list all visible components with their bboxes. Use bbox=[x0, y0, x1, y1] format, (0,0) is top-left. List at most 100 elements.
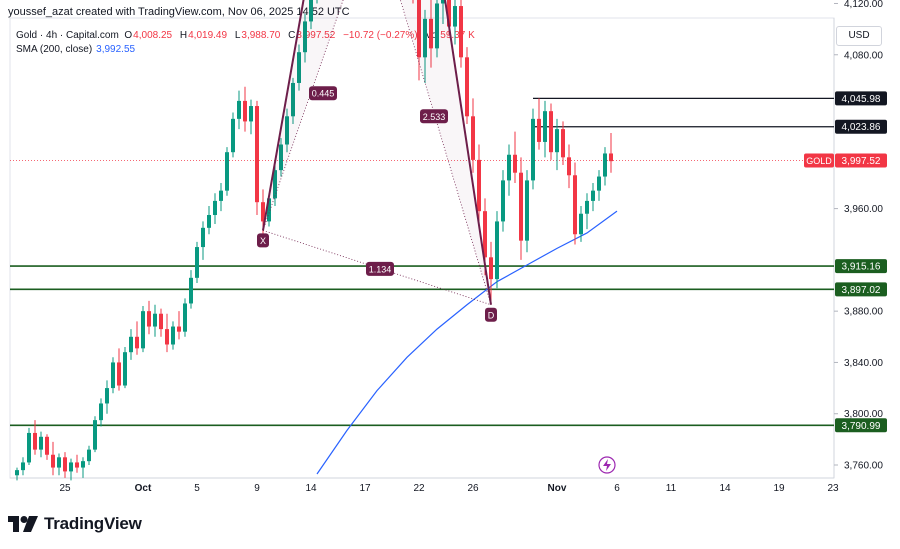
candle[interactable] bbox=[123, 347, 127, 389]
candle[interactable] bbox=[195, 241, 199, 283]
pattern-ratio-label: 2.533 bbox=[423, 112, 446, 122]
candle[interactable] bbox=[465, 47, 469, 124]
candle[interactable] bbox=[417, 0, 421, 81]
candle[interactable] bbox=[429, 0, 433, 68]
candle[interactable] bbox=[135, 321, 139, 355]
candle[interactable] bbox=[69, 458, 73, 481]
candle[interactable] bbox=[495, 211, 499, 289]
candle[interactable] bbox=[243, 86, 247, 132]
candle[interactable] bbox=[75, 454, 79, 473]
candle[interactable] bbox=[561, 121, 565, 166]
candle[interactable] bbox=[99, 398, 103, 427]
candle-body bbox=[537, 118, 541, 142]
candle[interactable] bbox=[45, 434, 49, 460]
candle[interactable] bbox=[591, 182, 595, 212]
candle[interactable] bbox=[21, 457, 25, 476]
candle-body bbox=[459, 6, 463, 58]
candle[interactable] bbox=[111, 357, 115, 394]
sma-label[interactable]: SMA (200, close) bbox=[16, 44, 93, 55]
candle[interactable] bbox=[183, 298, 187, 337]
candle[interactable] bbox=[513, 131, 517, 183]
candle[interactable] bbox=[423, 9, 427, 83]
candle[interactable] bbox=[225, 147, 229, 196]
sma-200-line[interactable] bbox=[316, 210, 618, 475]
candle[interactable] bbox=[441, 0, 445, 24]
candle[interactable] bbox=[81, 457, 85, 478]
candle[interactable] bbox=[459, 0, 463, 68]
candle[interactable] bbox=[171, 321, 175, 350]
candle[interactable] bbox=[57, 453, 61, 476]
candle[interactable] bbox=[543, 100, 547, 158]
candle[interactable] bbox=[303, 13, 307, 63]
candle[interactable] bbox=[129, 329, 133, 360]
candle[interactable] bbox=[177, 311, 181, 340]
candle[interactable] bbox=[291, 77, 295, 124]
candle[interactable] bbox=[471, 98, 475, 173]
candle[interactable] bbox=[285, 108, 289, 153]
candle[interactable] bbox=[51, 441, 55, 476]
candle-body bbox=[39, 436, 43, 450]
candle-body bbox=[249, 106, 253, 122]
candle[interactable] bbox=[525, 170, 529, 253]
pattern-point-X[interactable]: X bbox=[257, 233, 269, 248]
candle[interactable] bbox=[585, 193, 589, 230]
candle[interactable] bbox=[87, 445, 91, 465]
candle[interactable] bbox=[573, 162, 577, 245]
currency-selector[interactable]: USD bbox=[836, 26, 882, 46]
y-tick-label: 3,960.00 bbox=[844, 204, 883, 215]
candle[interactable] bbox=[579, 206, 583, 242]
candle[interactable] bbox=[159, 308, 163, 337]
candle[interactable] bbox=[237, 90, 241, 130]
candle-body bbox=[261, 202, 265, 222]
candle[interactable] bbox=[297, 44, 301, 91]
candle[interactable] bbox=[453, 0, 457, 45]
candle[interactable] bbox=[33, 420, 37, 455]
candle[interactable] bbox=[501, 170, 505, 232]
pattern-leg-CD[interactable] bbox=[395, 0, 492, 305]
candle[interactable] bbox=[15, 467, 19, 481]
candle[interactable] bbox=[279, 138, 283, 177]
candle[interactable] bbox=[597, 170, 601, 201]
candle[interactable] bbox=[489, 241, 493, 301]
candle-body bbox=[597, 176, 601, 191]
candle[interactable] bbox=[255, 100, 259, 216]
candle[interactable] bbox=[39, 431, 43, 458]
candle[interactable] bbox=[249, 99, 253, 135]
candle[interactable] bbox=[141, 306, 145, 353]
candle[interactable] bbox=[273, 163, 277, 207]
candle[interactable] bbox=[117, 348, 121, 391]
candle[interactable] bbox=[231, 112, 235, 158]
candle[interactable] bbox=[435, 0, 439, 58]
candle[interactable] bbox=[105, 380, 109, 414]
candle[interactable] bbox=[165, 313, 169, 353]
sma-legend[interactable]: SMA (200, close) 3,992.55 bbox=[16, 44, 135, 55]
candle[interactable] bbox=[189, 270, 193, 309]
candle[interactable] bbox=[63, 452, 67, 478]
candle[interactable] bbox=[549, 103, 553, 160]
candle[interactable] bbox=[531, 108, 535, 190]
candle[interactable] bbox=[201, 221, 205, 260]
tradingview-logo[interactable]: TradingView bbox=[8, 514, 142, 534]
candle[interactable] bbox=[207, 206, 211, 235]
candle[interactable] bbox=[537, 98, 541, 150]
candle[interactable] bbox=[213, 193, 217, 224]
candle[interactable] bbox=[603, 147, 607, 186]
symbol-label[interactable]: Gold · 4h · Capital.com bbox=[16, 30, 119, 41]
candle[interactable] bbox=[93, 416, 97, 453]
candle[interactable] bbox=[153, 304, 157, 337]
candle[interactable] bbox=[27, 427, 31, 465]
pattern-leg-XA[interactable] bbox=[262, 0, 362, 231]
event-flash-icon[interactable] bbox=[598, 456, 616, 474]
candle[interactable] bbox=[219, 182, 223, 212]
candle[interactable] bbox=[519, 157, 523, 260]
pattern-ratio-line-XB bbox=[262, 0, 344, 231]
candle[interactable] bbox=[555, 118, 559, 171]
candle[interactable] bbox=[609, 132, 613, 173]
pattern-point-D[interactable]: D bbox=[485, 307, 497, 322]
candle[interactable] bbox=[477, 144, 481, 222]
candle[interactable] bbox=[507, 144, 511, 196]
candle[interactable] bbox=[567, 144, 571, 189]
candle[interactable] bbox=[147, 300, 151, 335]
candle[interactable] bbox=[309, 0, 313, 30]
